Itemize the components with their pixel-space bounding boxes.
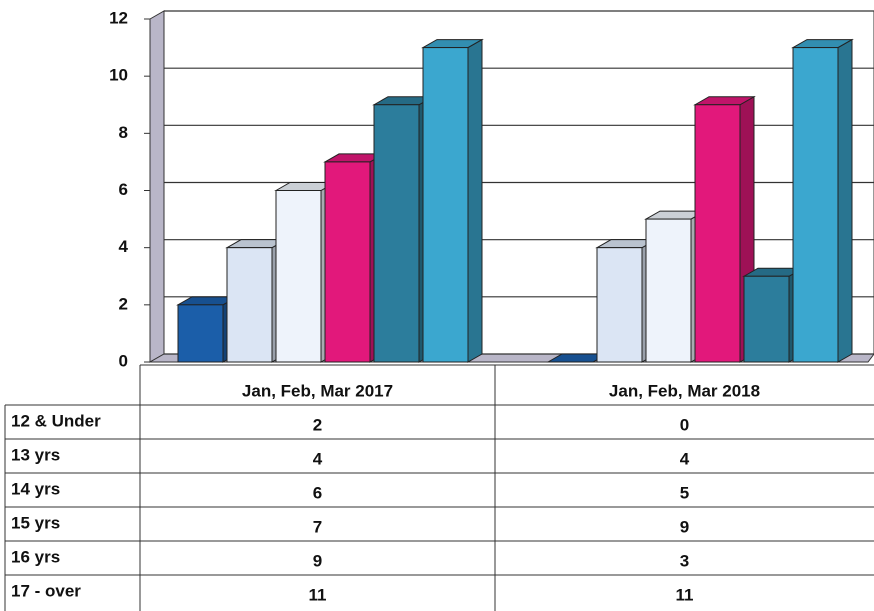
table-value: 2 — [313, 415, 322, 434]
table-value: 3 — [680, 551, 689, 570]
table-value: 4 — [313, 449, 323, 468]
y-tick-label: 8 — [119, 123, 128, 142]
y-tick-label: 4 — [119, 237, 129, 256]
side-wall — [149, 10, 165, 363]
table-value: 5 — [680, 483, 689, 502]
bar-face — [743, 275, 790, 363]
table-value: 9 — [680, 517, 689, 536]
y-tick-label: 12 — [109, 8, 128, 27]
series-name: 12 & Under — [11, 411, 101, 430]
table-value: 4 — [680, 449, 690, 468]
bar-face — [596, 247, 643, 363]
table-value: 11 — [676, 585, 694, 604]
bar-face — [324, 161, 371, 363]
series-name: 14 yrs — [11, 479, 60, 498]
series-name: 15 yrs — [11, 513, 60, 532]
bar — [791, 38, 854, 363]
bar-face — [837, 38, 853, 363]
series-name: 13 yrs — [11, 445, 60, 464]
bar-face — [422, 47, 469, 363]
bar-face — [373, 104, 420, 363]
table-value: 7 — [313, 517, 322, 536]
table-value: 0 — [680, 415, 689, 434]
table-value: 9 — [313, 551, 322, 570]
bar-face — [792, 47, 839, 363]
y-tick-label: 10 — [109, 66, 128, 85]
table-value: 6 — [313, 483, 322, 502]
series-name: 17 - over — [11, 581, 81, 600]
y-tick-label: 6 — [119, 180, 128, 199]
bar — [421, 38, 484, 363]
bar-face — [694, 104, 741, 363]
category-label: Jan, Feb, Mar 2017 — [242, 381, 393, 400]
bar-face — [177, 304, 224, 363]
table-value: 11 — [309, 585, 327, 604]
bar-face — [645, 218, 692, 363]
bar-face — [226, 247, 273, 363]
y-tick-label: 0 — [119, 351, 128, 370]
y-tick-label: 2 — [119, 294, 128, 313]
series-name: 16 yrs — [11, 547, 60, 566]
bar-face — [467, 38, 483, 363]
bar-face — [275, 190, 322, 363]
category-label: Jan, Feb, Mar 2018 — [609, 381, 760, 400]
